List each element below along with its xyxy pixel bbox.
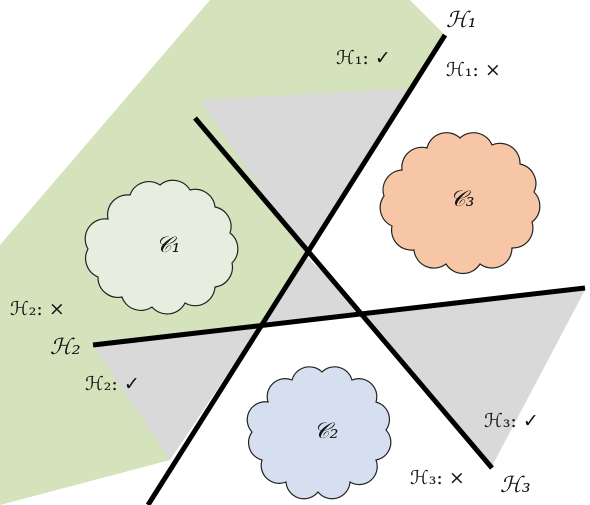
hyperplane-h2-name: ℋ₂ [50,335,81,360]
cluster-c1-label: 𝒞₁ [156,233,181,258]
hyperplane-h1-name: ℋ₁ [446,8,477,33]
cluster-c1-cloud [84,179,239,315]
cluster-c3-cloud [379,132,541,274]
gray-region-top [200,88,415,255]
h2-negative-label: ℋ₂: × [10,298,65,320]
gray-region-right [365,290,585,470]
h3-positive-label: ℋ₃: ✓ [484,410,539,432]
gray-region-center [260,255,365,325]
hyperplane-h3-name: ℋ₃ [500,473,531,498]
cluster-c3-label: 𝒞₃ [450,187,475,212]
hyperplane-h3-line [193,116,494,470]
h1-positive-label: ℋ₁: ✓ [336,47,391,69]
h1-negative-label: ℋ₁: × [446,59,501,81]
gray-region-left [93,325,260,460]
hyperplane-h2-line [92,285,586,348]
hyperplane-h1-line [145,33,448,505]
h3-negative-label: ℋ₃: × [410,467,465,489]
cluster-c2-cloud [246,366,392,500]
cluster-c2-label: 𝒞₂ [314,419,339,444]
h2-positive-label: ℋ₂: ✓ [85,373,140,395]
